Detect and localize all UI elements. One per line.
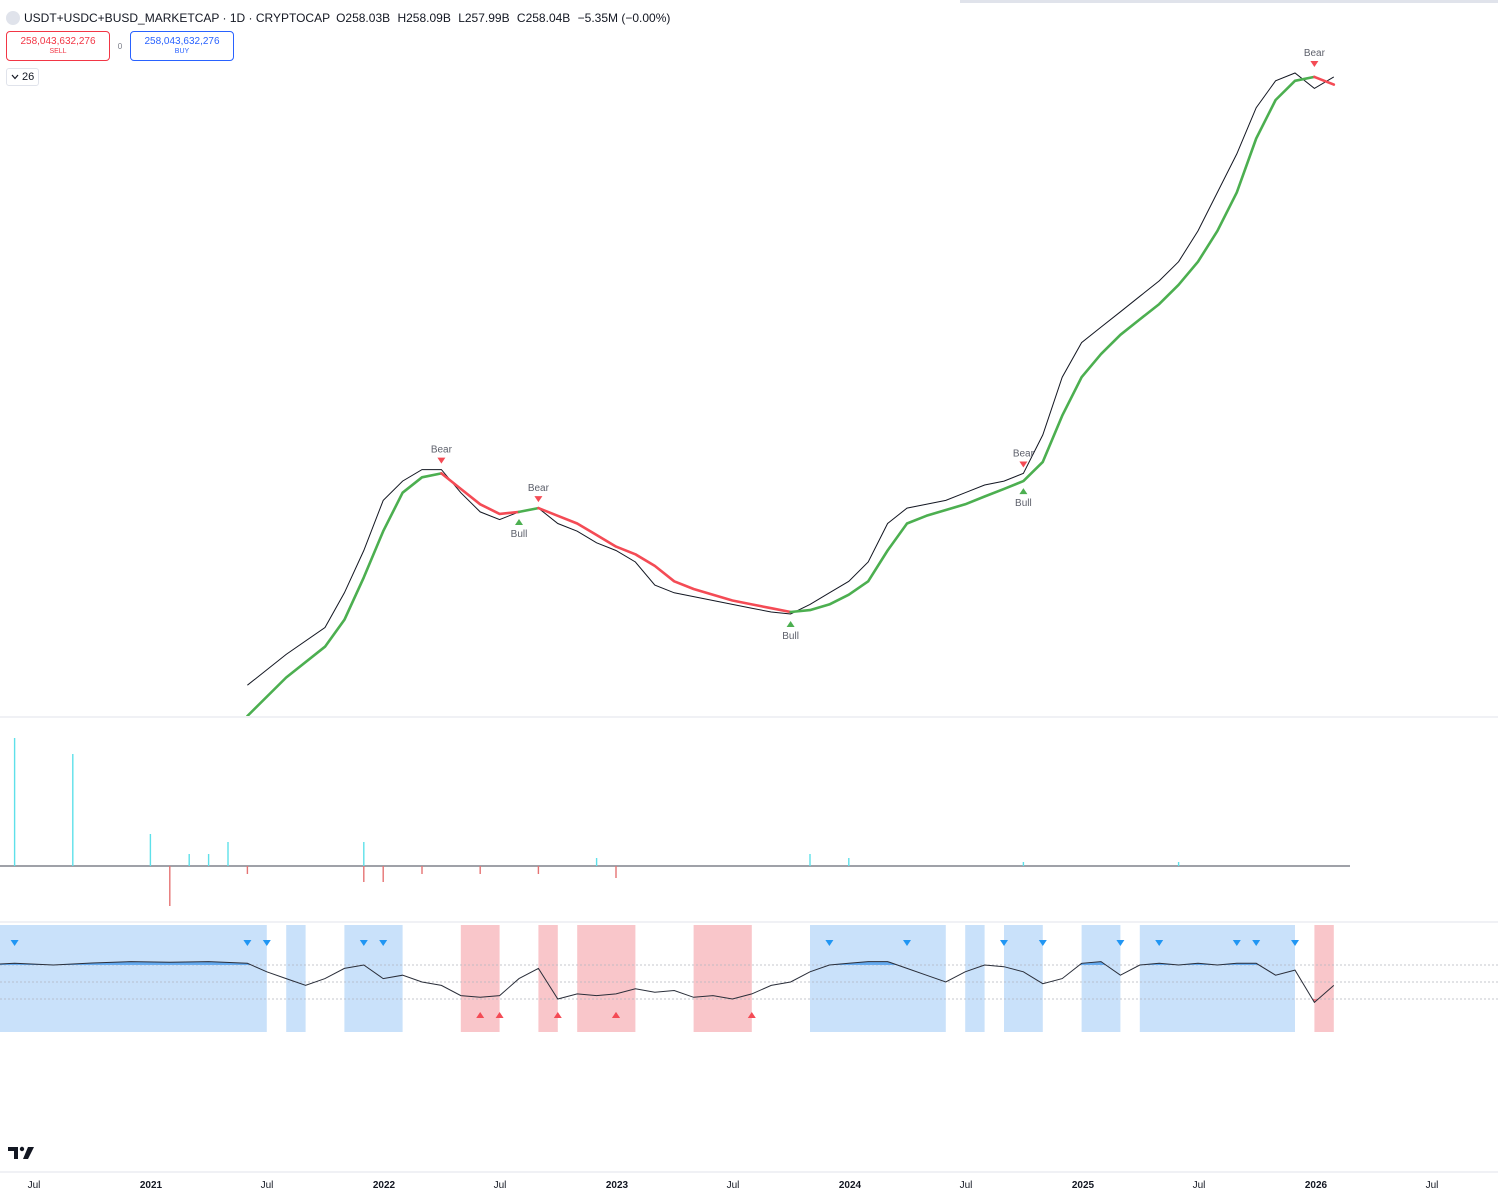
legend-header: USDT+USDC+BUSD_MARKETCAP · 1D · CRYPTOCA… <box>6 9 674 27</box>
buy-label: BUY <box>174 48 190 55</box>
volume-panel[interactable] <box>0 738 1350 906</box>
main-price-panel[interactable]: Bear Bull Bear Bull Bear Bull Bear <box>246 48 1336 716</box>
time-axis-label: 2021 <box>140 1180 163 1191</box>
buy-price: 258,043,632,276 <box>144 36 220 47</box>
time-axis-label: Jul <box>28 1180 41 1191</box>
blue-zone <box>810 925 946 1032</box>
time-axis-label: 2023 <box>606 1180 629 1191</box>
bull-signal-marker <box>515 518 523 525</box>
osc-down-signal <box>262 940 271 946</box>
open-value: O258.03B <box>336 11 391 25</box>
time-axis-label: Jul <box>960 1180 973 1191</box>
indicators-toggle[interactable]: 26 <box>6 68 40 86</box>
red-zone <box>577 925 636 1032</box>
bear-label: Bear <box>1013 448 1035 459</box>
sell-button[interactable]: 258,043,632,276 SELL <box>6 31 110 61</box>
symbol-logo-icon[interactable] <box>6 11 20 25</box>
osc-up-signal <box>495 1012 504 1018</box>
osc-down-signal <box>1116 940 1125 946</box>
time-axis-label: 2022 <box>373 1180 396 1191</box>
time-axis-label: 2026 <box>1305 1180 1328 1191</box>
red-zone <box>1314 925 1334 1032</box>
osc-down-signal <box>903 940 911 946</box>
time-axis-label: Jul <box>727 1180 740 1191</box>
sell-price: 258,043,632,276 <box>20 36 96 47</box>
bull-signal-marker <box>1019 488 1028 495</box>
buy-button[interactable]: 258,043,632,276 BUY <box>130 31 234 61</box>
osc-down-signal <box>359 940 368 946</box>
chevron-down-icon <box>11 74 19 80</box>
osc-up-signal <box>553 1012 562 1018</box>
osc-down-signal <box>243 940 252 946</box>
change-value: −5.35M (−0.00%) <box>577 11 671 25</box>
time-axis-label: 2025 <box>1072 1180 1095 1191</box>
osc-up-signal <box>747 1012 756 1018</box>
high-value: H258.09B <box>397 11 451 25</box>
bear-label: Bear <box>1304 48 1326 59</box>
osc-down-signal <box>1038 940 1047 946</box>
bull-trend-segment <box>789 75 1316 614</box>
bear-label: Bear <box>431 445 453 456</box>
osc-down-signal <box>379 940 388 946</box>
time-axis-label: Jul <box>1426 1180 1439 1191</box>
bear-trend-segment <box>440 472 521 516</box>
blue-zone <box>0 925 267 1032</box>
osc-down-signal <box>1252 940 1261 946</box>
sell-label: SELL <box>49 48 67 55</box>
osc-down-signal <box>1232 940 1241 946</box>
blue-zone <box>1081 925 1121 1032</box>
bear-signal-marker <box>534 496 543 503</box>
bull-trend-segment <box>517 506 540 514</box>
osc-down-signal <box>10 940 19 946</box>
bull-label: Bull <box>1015 498 1032 509</box>
low-value: L257.99B <box>458 11 510 25</box>
symbol-title[interactable]: USDT+USDC+BUSD_MARKETCAP · 1D · CRYPTOCA… <box>24 11 331 25</box>
blue-zone <box>286 925 306 1032</box>
blue-zone <box>344 925 403 1032</box>
bear-trend-segment <box>537 506 792 614</box>
main-plot <box>246 72 1336 716</box>
ohlc-values: O258.03B H258.09B L257.99B C258.04B −5.3… <box>336 11 674 25</box>
bear-trend-segment <box>1313 75 1336 86</box>
bull-signal-marker <box>786 620 795 627</box>
bear-signal-marker <box>1310 61 1319 68</box>
oscillator-panel[interactable] <box>0 925 1498 1032</box>
spread-value: 0 <box>117 41 123 51</box>
red-zone <box>538 925 558 1032</box>
time-axis-label: 2024 <box>839 1180 862 1191</box>
tradingview-logo[interactable] <box>8 1146 36 1160</box>
bull-label: Bull <box>511 529 528 540</box>
trade-buttons: 258,043,632,276 SELL 0 258,043,632,276 B… <box>6 31 234 61</box>
close-value: C258.04B <box>516 11 571 25</box>
bull-label: Bull <box>782 631 799 642</box>
oscillator-line <box>0 961 1335 1004</box>
red-zone <box>693 925 752 1032</box>
indicators-count: 26 <box>22 71 35 83</box>
bear-signal-marker <box>1019 461 1028 468</box>
bear-label: Bear <box>528 483 550 494</box>
blue-zone <box>1004 925 1043 1032</box>
price-line <box>247 72 1335 686</box>
bull-trend-segment <box>246 472 443 716</box>
osc-down-signal <box>1155 940 1164 946</box>
osc-up-signal <box>476 1012 485 1018</box>
osc-up-signal <box>612 1012 620 1018</box>
time-axis-label: Jul <box>1193 1180 1206 1191</box>
osc-down-signal <box>1000 940 1008 946</box>
time-axis[interactable]: Jul 2021 Jul 2022 Jul 2023 Jul 2024 Jul 2025 Jul 20… <box>28 1180 1439 1191</box>
blue-zone <box>1139 925 1295 1032</box>
time-axis-label: Jul <box>261 1180 274 1191</box>
top-toolbar-edge <box>960 0 1498 3</box>
time-axis-label: Jul <box>494 1180 507 1191</box>
blue-zone <box>965 925 985 1032</box>
bear-signal-marker <box>437 457 446 464</box>
osc-down-signal <box>1291 940 1299 946</box>
osc-down-signal <box>825 940 834 946</box>
